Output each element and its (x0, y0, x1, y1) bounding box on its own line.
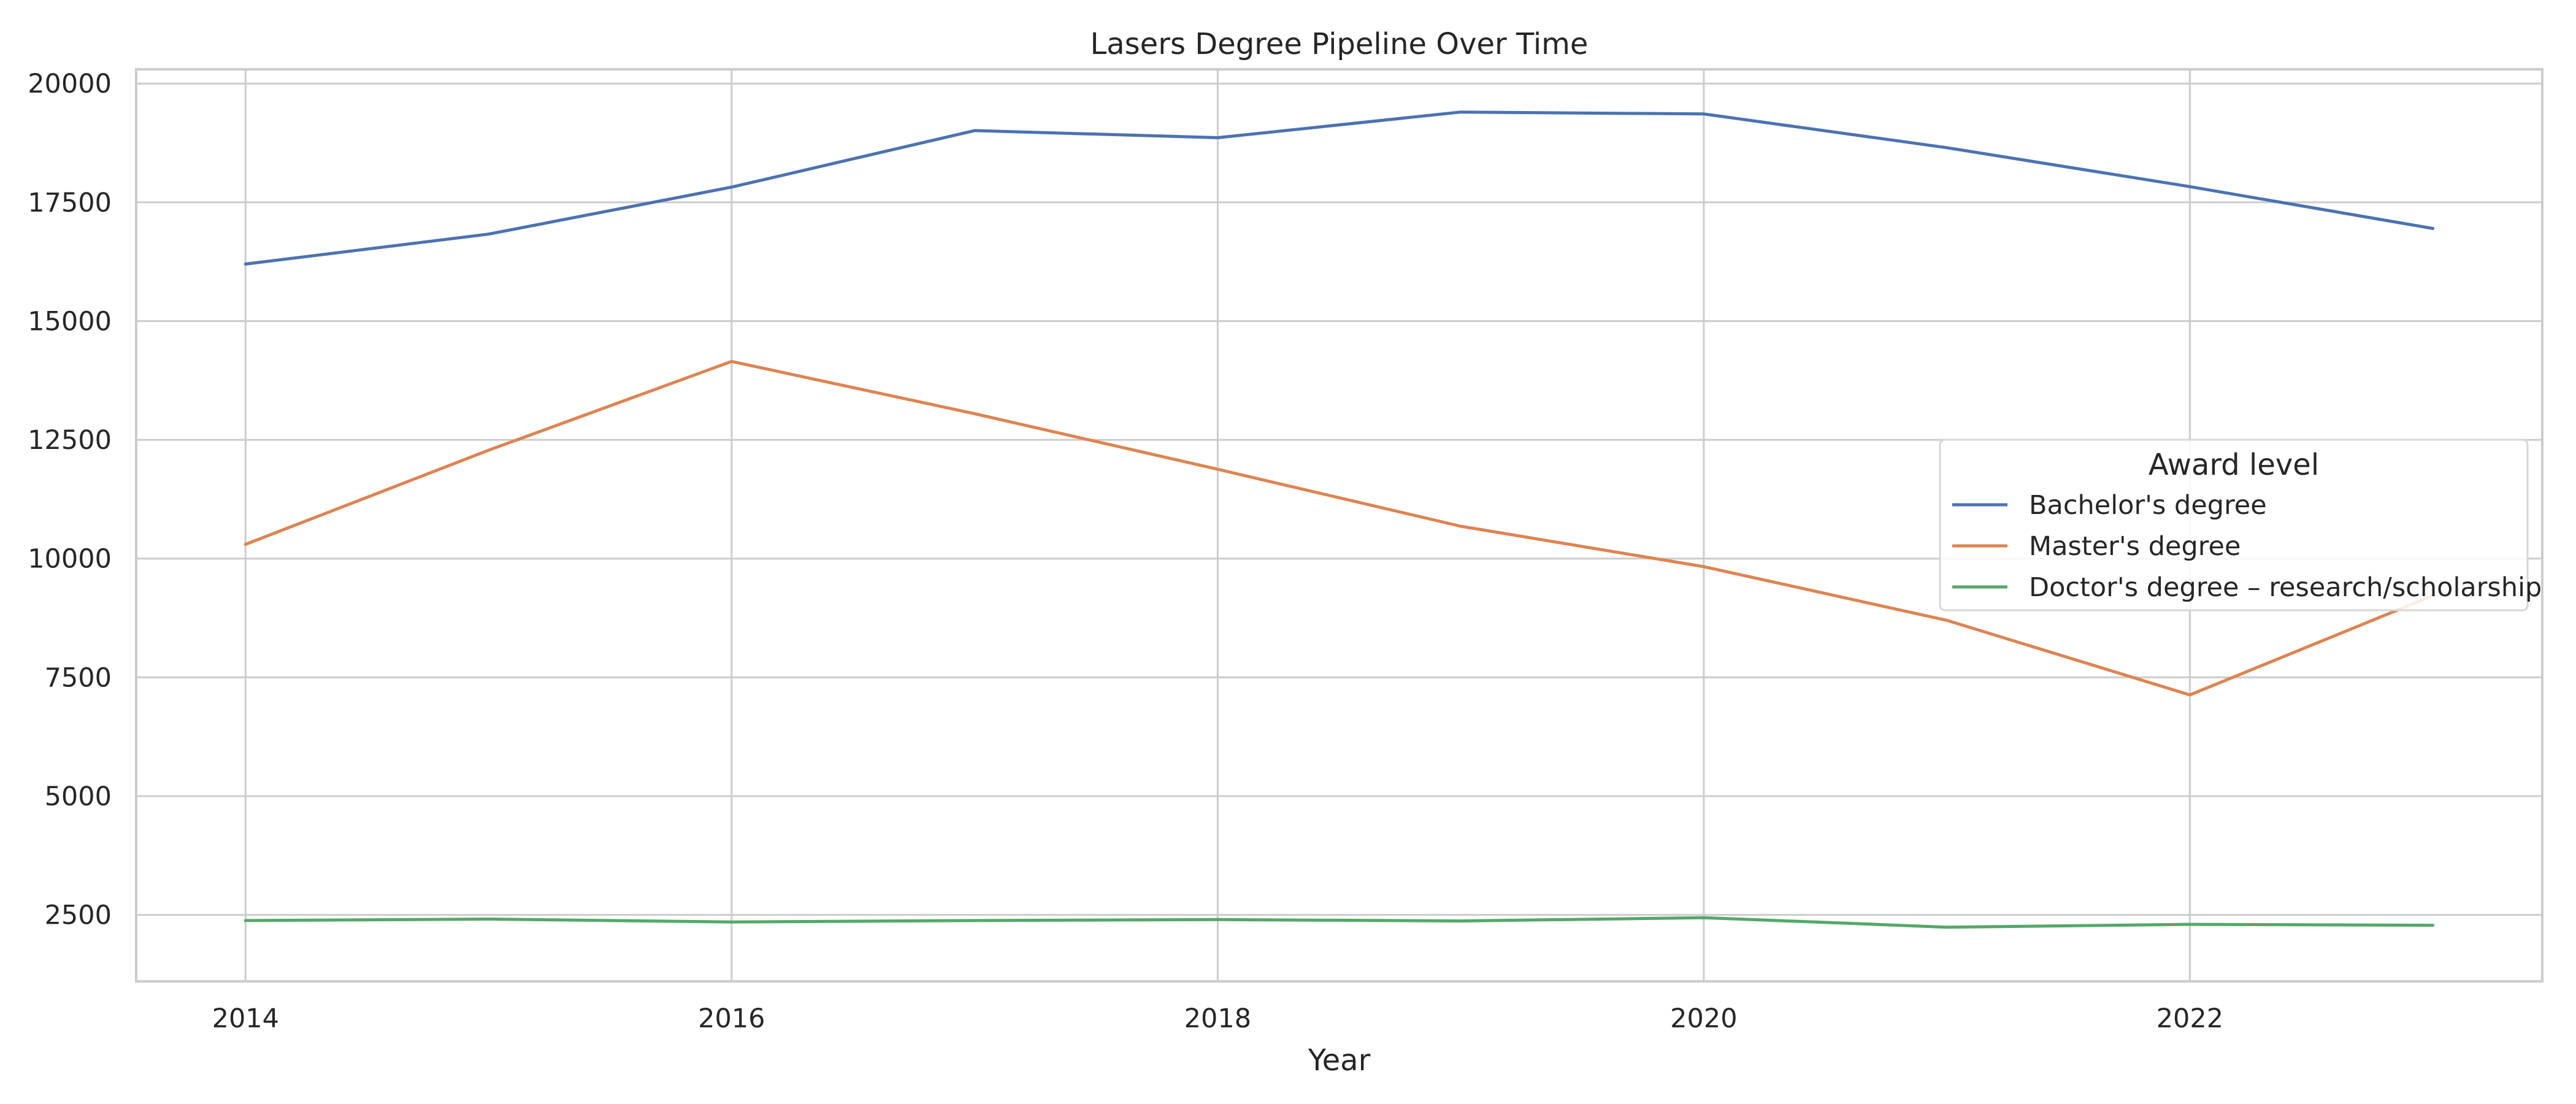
legend-label: Master's degree (2029, 531, 2241, 562)
y-tick-label: 12500 (28, 425, 112, 456)
legend: Award level Bachelor's degree Master's de… (1939, 439, 2542, 611)
x-tick-label: 2018 (1184, 1003, 1251, 1034)
y-tick-label: 17500 (28, 188, 112, 218)
legend-label: Doctor's degree – research/scholarship (2029, 572, 2542, 603)
plot-frame (135, 68, 2543, 983)
x-tick-label: 2022 (2156, 1003, 2223, 1034)
series-line-1 (243, 110, 2435, 266)
x-axis-ticks: 2014 2016 2018 2020 2022 (212, 1003, 2224, 1034)
y-tick-label: 7500 (45, 662, 112, 693)
y-tick-label: 5000 (45, 781, 112, 812)
x-tick-label: 2014 (212, 1003, 279, 1034)
series-line-2 (243, 359, 2435, 697)
chart-title: Lasers Degree Pipeline Over Time (1091, 27, 1589, 61)
x-axis-title: Year (1308, 1043, 1371, 1078)
y-tick-label: 10000 (28, 544, 112, 575)
x-tick-label: 2020 (1670, 1003, 1737, 1034)
y-axis-ticks: 2500 5000 7500 10000 12500 15000 17500 20000 (28, 69, 112, 930)
y-tick-label: 15000 (28, 306, 112, 337)
series-lines (243, 110, 2435, 929)
y-tick-label: 20000 (28, 69, 112, 99)
x-tick-label: 2016 (698, 1003, 765, 1034)
y-tick-label: 2500 (45, 900, 112, 931)
legend-title: Award level (2149, 448, 2319, 482)
legend-label: Bachelor's degree (2029, 490, 2267, 521)
series-line-3 (243, 916, 2435, 929)
legend-box (1939, 439, 2529, 611)
